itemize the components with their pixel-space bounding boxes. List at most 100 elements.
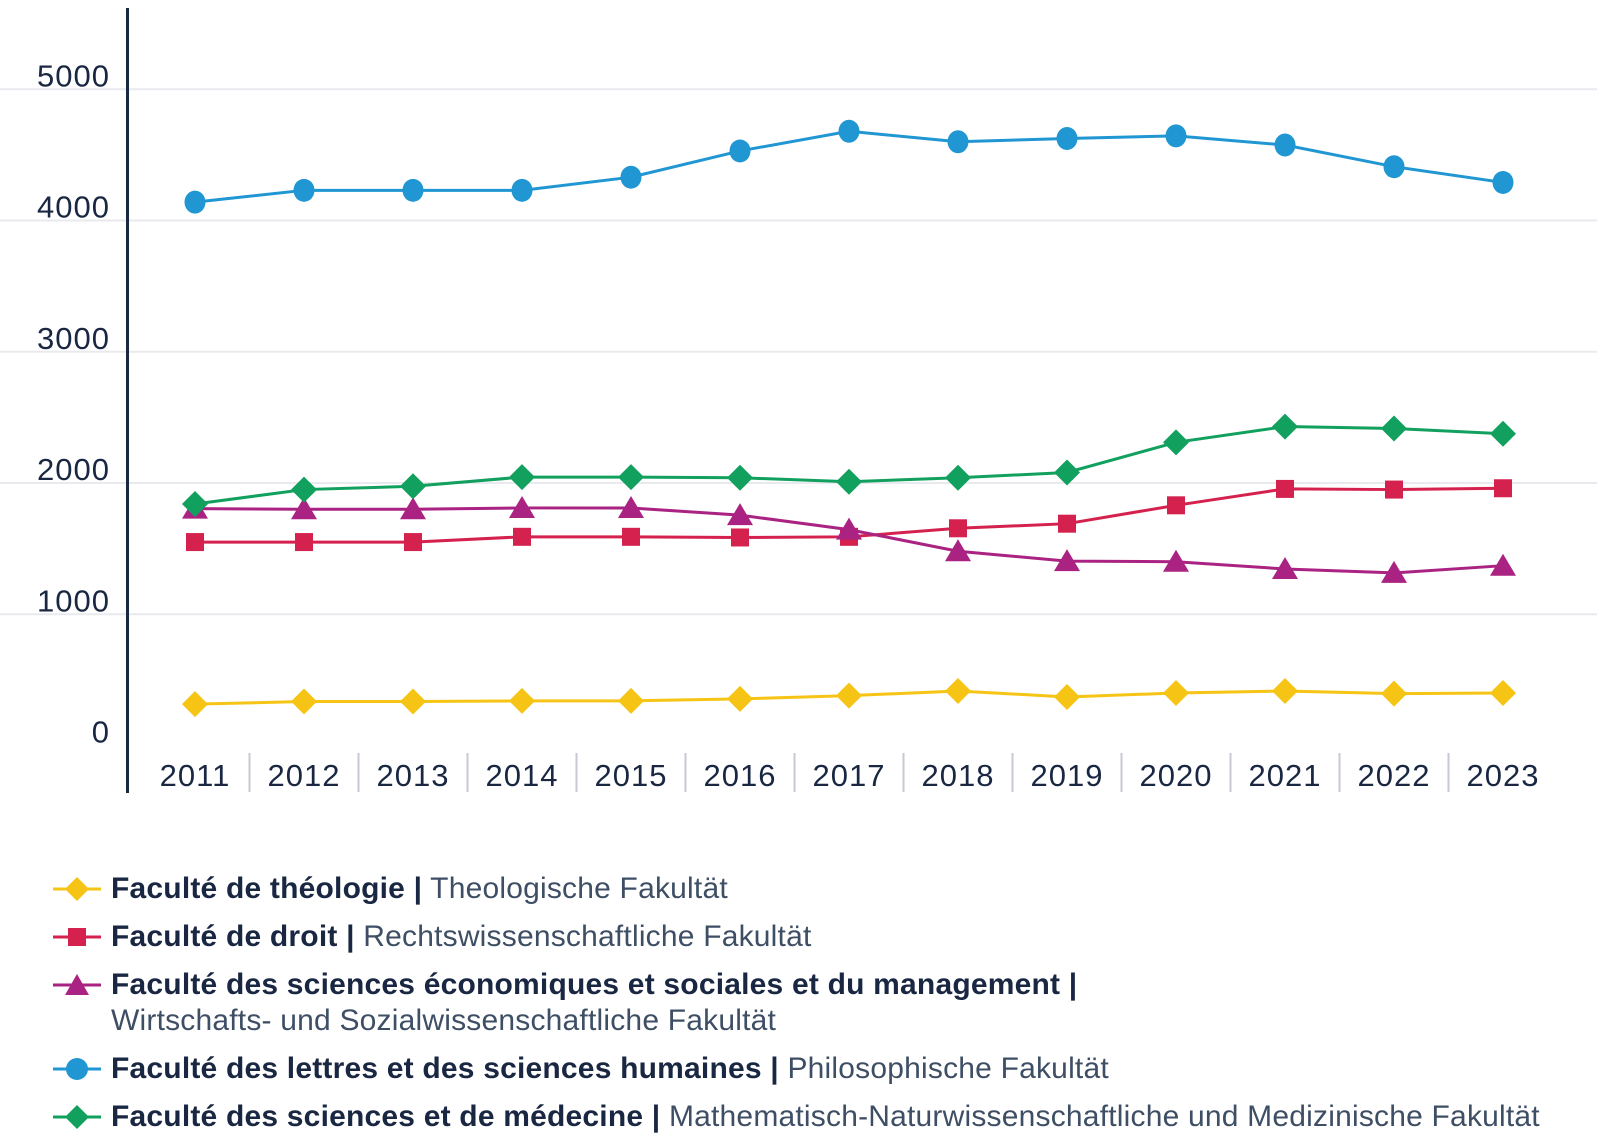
data-point-droit xyxy=(1276,479,1294,498)
x-axis-label: 2013 xyxy=(377,758,450,793)
data-point-sciences-economiques xyxy=(400,497,426,520)
legend-label-de: Rechtswissenschaftliche Fakultät xyxy=(363,920,812,953)
data-point-theologie xyxy=(1054,683,1080,710)
data-point-droit xyxy=(1494,479,1512,498)
data-point-theologie xyxy=(836,682,862,709)
legend-item-lettres: Faculté des lettres et des sciences huma… xyxy=(49,1051,1569,1087)
x-axis-label: 2019 xyxy=(1031,758,1104,793)
data-point-theologie xyxy=(945,678,971,705)
legend-label-de: Theologische Fakultät xyxy=(430,872,728,905)
data-point-lettres xyxy=(947,130,969,154)
x-axis-label: 2015 xyxy=(595,758,668,793)
data-point-sciences-economiques xyxy=(945,539,971,562)
data-point-lettres xyxy=(1274,133,1296,157)
data-point-droit xyxy=(731,528,749,547)
data-point-lettres xyxy=(1492,170,1514,194)
data-point-sciences-medecine xyxy=(509,464,535,491)
data-point-droit xyxy=(1167,496,1185,515)
x-axis-label: 2018 xyxy=(922,758,995,793)
x-axis-label: 2021 xyxy=(1249,758,1322,793)
data-point-sciences-medecine xyxy=(1490,420,1516,447)
data-point-sciences-medecine xyxy=(1381,415,1407,442)
data-point-sciences-medecine xyxy=(945,464,971,491)
legend-label-de: Philosophische Fakultät xyxy=(787,1052,1109,1085)
x-axis-label: 2012 xyxy=(268,758,341,793)
data-point-sciences-medecine xyxy=(618,464,644,491)
x-axis-label: 2017 xyxy=(813,758,886,793)
y-axis-label: 1000 xyxy=(37,583,110,618)
data-point-sciences-medecine xyxy=(291,476,317,503)
data-point-droit xyxy=(295,533,313,552)
magenta-triangle-legend-icon xyxy=(49,967,111,1003)
legend-label-fr: Faculté de droit | xyxy=(111,920,355,953)
legend-label-de: Wirtschafts- und Sozialwissenschaftliche… xyxy=(111,1004,777,1037)
data-point-sciences-medecine xyxy=(400,473,426,500)
legend-label: Faculté des sciences économiques et soci… xyxy=(111,967,1077,1039)
data-point-sciences-economiques xyxy=(727,503,753,526)
y-axis-label: 4000 xyxy=(37,190,110,225)
data-point-droit xyxy=(949,519,967,538)
data-point-theologie xyxy=(1163,680,1189,706)
blue-circle-legend-icon xyxy=(49,1051,111,1087)
legend-label: Faculté des sciences et de médecine | Ma… xyxy=(111,1099,1540,1135)
data-point-sciences-economiques xyxy=(836,517,862,540)
legend-label: Faculté de droit | Rechtswissenschaftlic… xyxy=(111,919,812,955)
green-diamond-legend-icon xyxy=(49,1099,111,1135)
data-point-theologie xyxy=(1272,678,1298,705)
data-point-sciences-medecine xyxy=(1272,413,1298,440)
data-point-sciences-economiques xyxy=(291,497,317,520)
data-point-lettres xyxy=(620,165,642,189)
data-point-theologie xyxy=(291,688,317,715)
chart-legend: Faculté de théologie | Theologische Faku… xyxy=(49,871,1569,1135)
data-point-lettres xyxy=(838,119,860,143)
x-axis-label: 2020 xyxy=(1140,758,1213,793)
data-point-theologie xyxy=(509,687,535,714)
y-axis-label: 2000 xyxy=(37,452,110,487)
data-point-lettres xyxy=(511,178,533,202)
legend-item-sciences-medecine: Faculté des sciences et de médecine | Ma… xyxy=(49,1099,1569,1135)
y-axis-label: 0 xyxy=(92,715,110,750)
x-axis-label: 2022 xyxy=(1358,758,1431,793)
x-axis-label: 2014 xyxy=(486,758,559,793)
x-axis-label: 2011 xyxy=(160,758,231,793)
data-point-sciences-medecine xyxy=(1163,429,1189,456)
data-point-sciences-economiques xyxy=(1381,560,1407,583)
data-point-theologie xyxy=(727,685,753,712)
yellow-diamond-legend-icon xyxy=(49,871,111,907)
legend-item-sciences-economiques: Faculté des sciences économiques et soci… xyxy=(49,967,1569,1039)
data-point-lettres xyxy=(184,190,206,214)
legend-label-fr: Faculté des sciences économiques et soci… xyxy=(111,968,1078,1001)
data-point-sciences-economiques xyxy=(509,495,535,518)
data-point-lettres xyxy=(1056,126,1078,150)
data-point-lettres xyxy=(293,178,315,202)
y-axis-label: 5000 xyxy=(37,58,110,93)
legend-label: Faculté de théologie | Theologische Faku… xyxy=(111,871,728,907)
data-point-lettres xyxy=(1165,124,1187,148)
data-point-droit xyxy=(622,527,640,546)
data-point-lettres xyxy=(1383,155,1405,179)
legend-item-droit: Faculté de droit | Rechtswissenschaftlic… xyxy=(49,919,1569,955)
x-axis-label: 2023 xyxy=(1467,758,1540,793)
red-square-legend-icon xyxy=(49,919,111,955)
data-point-droit xyxy=(1385,480,1403,499)
legend-label-fr: Faculté de théologie | xyxy=(111,872,423,905)
data-point-sciences-economiques xyxy=(1054,549,1080,572)
x-axis-label: 2016 xyxy=(704,758,777,793)
data-point-theologie xyxy=(1490,680,1516,706)
data-point-sciences-medecine xyxy=(182,491,208,517)
legend-label-fr: Faculté des sciences et de médecine | xyxy=(111,1100,661,1133)
data-point-droit xyxy=(186,533,204,552)
data-point-theologie xyxy=(1381,680,1407,707)
data-point-droit xyxy=(1058,514,1076,533)
y-axis-label: 3000 xyxy=(37,321,110,356)
legend-label: Faculté des lettres et des sciences huma… xyxy=(111,1051,1109,1087)
data-point-lettres xyxy=(729,139,751,163)
data-point-sciences-economiques xyxy=(618,495,644,518)
data-point-sciences-economiques xyxy=(1272,556,1298,579)
data-point-lettres xyxy=(402,178,424,202)
legend-label-fr: Faculté des lettres et des sciences huma… xyxy=(111,1052,779,1085)
data-point-theologie xyxy=(182,691,208,718)
legend-item-theologie: Faculté de théologie | Theologische Faku… xyxy=(49,871,1569,907)
data-point-droit xyxy=(404,533,422,552)
